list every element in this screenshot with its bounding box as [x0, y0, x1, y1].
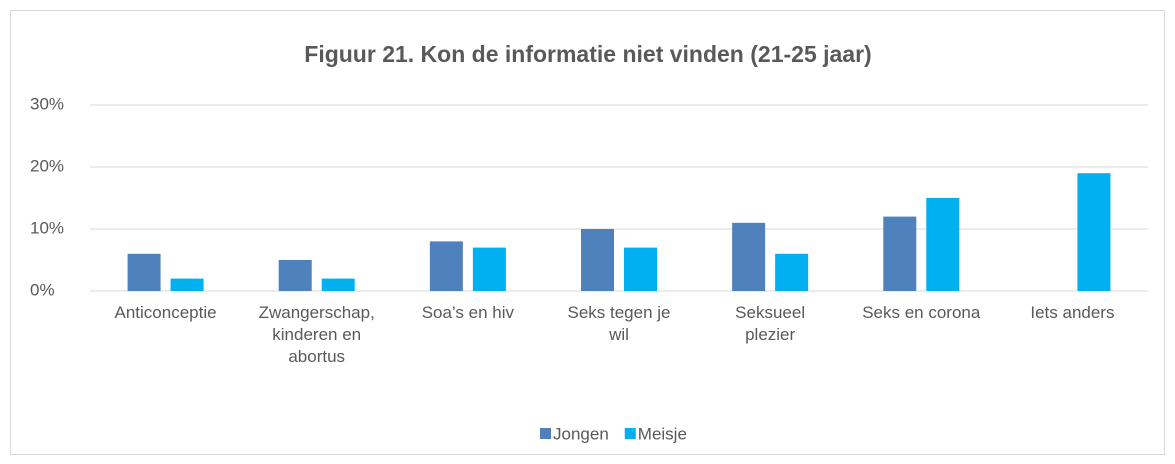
- legend-swatch: [540, 428, 551, 439]
- legend-label: Jongen: [553, 424, 609, 443]
- y-tick-label: 10%: [30, 218, 64, 237]
- bar: [127, 253, 161, 291]
- bar: [170, 278, 204, 291]
- legend-label: Meisje: [638, 424, 687, 443]
- legend-swatch: [624, 428, 636, 439]
- bar: [775, 253, 809, 291]
- bar: [926, 198, 960, 291]
- bar: [321, 278, 355, 291]
- bar: [472, 247, 506, 291]
- x-tick-label: Iets anders: [1030, 303, 1115, 322]
- y-tick-label: 20%: [30, 156, 64, 175]
- chart-title: Figuur 21. Kon de informatie niet vinden…: [304, 41, 871, 67]
- bar: [624, 247, 657, 291]
- bar: [278, 260, 312, 291]
- y-tick-label: 0%: [30, 280, 55, 299]
- bar: [1077, 173, 1111, 291]
- x-tick-label: Anticonceptie: [114, 303, 217, 322]
- x-tick-label: Seks tegen je wil: [567, 303, 671, 344]
- bar: [883, 216, 917, 291]
- bar: [581, 229, 614, 291]
- x-tick-label: Seks en corona: [862, 303, 981, 322]
- x-tick-label: Soa’s en hiv: [421, 303, 514, 322]
- bar: [732, 222, 766, 291]
- bar: [429, 241, 463, 291]
- x-tick-label: Seksueel plezier: [735, 303, 806, 344]
- x-tick-label: Zwangerschap, kinderen en abortus: [258, 303, 375, 366]
- y-tick-label: 30%: [30, 94, 64, 113]
